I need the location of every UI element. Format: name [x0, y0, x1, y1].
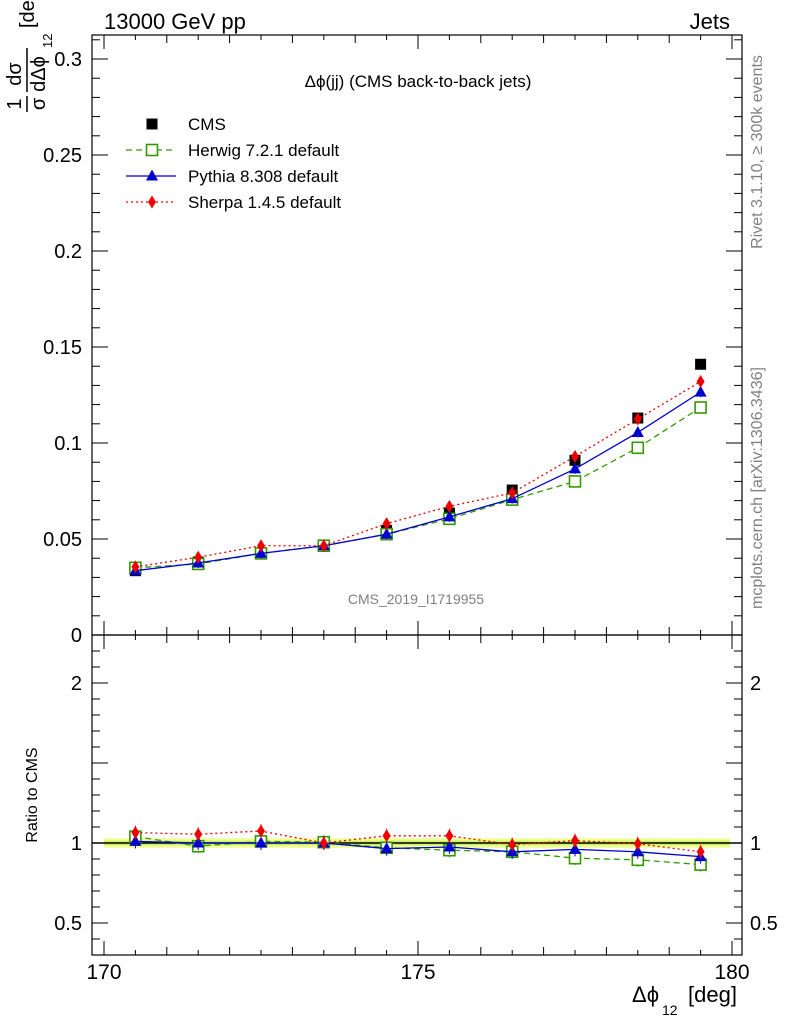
main-panel: 0 0.05 0.1 0.15 0.2 0.25 0.3 [43, 34, 743, 955]
data-point-herwig-7-2-1-default [631, 441, 645, 455]
y-tick-label: 0.25 [43, 145, 82, 167]
xlabel-main: Δϕ [632, 982, 659, 1007]
ratio-point-pythia-8-308-default [569, 842, 581, 854]
series-line-pythia-8-308-default [135, 391, 701, 572]
y-tick-label: 0.1 [54, 433, 82, 455]
y-tick-label: 0.2 [54, 241, 82, 263]
ratio-point-pythia-8-308-default [192, 836, 205, 848]
ratio-line-pythia-8-308-default [135, 840, 701, 858]
data-point-pythia-8-308-default [380, 527, 393, 539]
ratio-line-herwig-7-2-1-default [135, 835, 701, 866]
energy-label: 13000 GeV pp [104, 9, 246, 34]
series-line-sherpa-1-4-5-default [135, 381, 701, 568]
main-y-axis-label: 1 σ dσ dΔϕ 12 [deg -1 ] [4, 0, 55, 112]
source-label: mcplots.cern.ch [arXiv:1306.3436] [749, 367, 766, 609]
ratio-frame [91, 634, 743, 956]
data-point-sherpa-1-4-5-default [382, 517, 391, 531]
legend-marker-herwig-7-2-1-default [145, 143, 159, 157]
ratio-point-sherpa-1-4-5-default [696, 845, 705, 859]
ylabel-unit: [deg [17, 0, 39, 28]
x-tick-label-170: 170 [86, 961, 121, 984]
legend-label-sherpa-1-4-5-default: Sherpa 1.4.5 default [188, 193, 341, 212]
data-point-sherpa-1-4-5-default [571, 449, 579, 463]
ylabel-frac-num: 1 [4, 98, 26, 109]
rivet-label: Rivet 3.1.10, ≥ 300k events [749, 55, 766, 249]
data-point-sherpa-1-4-5-default [633, 412, 642, 426]
legend-label-pythia-8-308-default: Pythia 8.308 default [188, 167, 339, 186]
legend-marker-pythia-8-308-default [146, 169, 158, 181]
ratio-point-sherpa-1-4-5-default [633, 837, 642, 851]
ratio-point-sherpa-1-4-5-default [571, 834, 579, 848]
ratio-y-axis-label: Ratio to CMS [24, 747, 41, 842]
category-label: Jets [690, 9, 730, 34]
data-point-sherpa-1-4-5-default [696, 375, 705, 389]
ratio-panel: 170 175 180 0.5 0.5 1 1 2 2 [54, 634, 778, 984]
ratio-point-sherpa-1-4-5-default [382, 829, 391, 843]
legend-label-herwig-7-2-1-default: Herwig 7.2.1 default [188, 141, 339, 160]
ratio-y-tick-label-right: 2 [750, 673, 761, 695]
ratio-point-pythia-8-308-default [443, 840, 456, 852]
ylabel-d-den: dΔϕ [28, 56, 50, 92]
xlabel-sub: 12 [662, 1002, 678, 1018]
x-tick-label-180: 180 [714, 961, 749, 984]
data-point-pythia-8-308-default [569, 462, 581, 474]
data-point-herwig-7-2-1-default [568, 475, 582, 488]
ylabel-frac-den: σ [28, 97, 50, 110]
ratio-point-sherpa-1-4-5-default [319, 836, 328, 850]
legend-label-cms: CMS [188, 115, 226, 134]
data-point-herwig-7-2-1-default [694, 401, 707, 414]
legend: CMS Herwig 7.2.1 default Pythia 8.308 defa… [126, 115, 341, 212]
data-point-sherpa-1-4-5-default [508, 486, 517, 500]
ratio-y-tick-label-left: 1 [71, 833, 82, 855]
ratio-point-sherpa-1-4-5-default [445, 829, 454, 843]
ratio-y-tick-label-left: 2 [71, 673, 82, 695]
chart-title: Δϕ(jj) (CMS back-to-back jets) [305, 72, 532, 91]
watermark: CMS_2019_I1719955 [348, 591, 484, 607]
data-point-pythia-8-308-default [443, 510, 456, 522]
ratio-point-sherpa-1-4-5-default [508, 838, 517, 852]
x-axis-label: Δϕ 12 [deg] [632, 982, 737, 1018]
data-point-pythia-8-308-default [255, 546, 267, 558]
ylabel-sub: 12 [40, 34, 55, 48]
ratio-point-sherpa-1-4-5-default [194, 827, 203, 841]
ratio-y-tick-label-left: 0.5 [54, 913, 82, 935]
data-point-sherpa-1-4-5-default [257, 539, 265, 553]
data-point-cms [695, 358, 707, 370]
ratio-point-pythia-8-308-default [129, 834, 142, 846]
ratio-point-pythia-8-308-default [255, 836, 267, 848]
legend-marker-sherpa-1-4-5-default [148, 195, 156, 209]
data-point-pythia-8-308-default [694, 385, 707, 397]
data-point-sherpa-1-4-5-default [445, 499, 454, 513]
y-tick-label: 0.05 [43, 529, 82, 551]
data-point-sherpa-1-4-5-default [131, 560, 140, 574]
ylabel-d-num: dσ [4, 62, 26, 86]
xlabel-unit: [deg] [688, 982, 737, 1007]
ratio-point-sherpa-1-4-5-default [257, 824, 265, 838]
ratio-point-sherpa-1-4-5-default [131, 826, 140, 840]
ratio-y-tick-label-right: 0.5 [750, 913, 778, 935]
x-tick-label-175: 175 [400, 961, 435, 984]
ratio-point-pythia-8-308-default [380, 842, 393, 854]
data-point-sherpa-1-4-5-default [319, 539, 328, 553]
legend-marker-cms [146, 118, 158, 130]
data-point-pythia-8-308-default [631, 425, 644, 437]
y-tick-label: 0 [71, 625, 82, 647]
y-tick-label: 0.3 [54, 49, 82, 71]
y-tick-label: 0.15 [43, 337, 82, 359]
data-point-sherpa-1-4-5-default [194, 550, 203, 564]
ratio-y-tick-label-right: 1 [750, 833, 761, 855]
